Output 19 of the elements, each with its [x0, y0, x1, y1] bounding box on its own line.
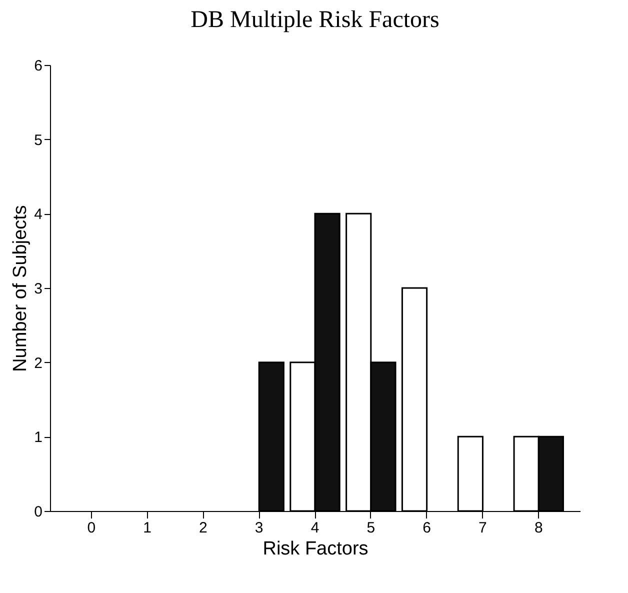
y-tick-label: 4 [34, 206, 42, 224]
chart-title: DB Multiple Risk Factors [190, 7, 440, 33]
x-tick-label: 3 [254, 520, 264, 536]
x-axis-title: Risk Factors [262, 538, 368, 560]
x-tick-label: 6 [422, 520, 431, 536]
y-axis-title: Number of Subjects [10, 205, 32, 372]
x-tick-label: 7 [478, 520, 487, 536]
x-tick-label: 2 [199, 520, 208, 536]
y-tick-label: 3 [34, 280, 42, 298]
x-tick-label: 4 [310, 520, 320, 536]
y-tick-label: 1 [34, 429, 42, 446]
x-tick-label: 1 [143, 520, 152, 536]
x-tick-label: 5 [366, 520, 376, 536]
y-tick-label: 6 [34, 58, 42, 74]
y-tick-label: 5 [34, 132, 42, 149]
x-tick-label: 0 [87, 520, 96, 536]
y-tick-label: 0 [34, 504, 42, 520]
y-tick-label: 2 [34, 354, 42, 372]
x-tick-label: 8 [534, 520, 543, 536]
